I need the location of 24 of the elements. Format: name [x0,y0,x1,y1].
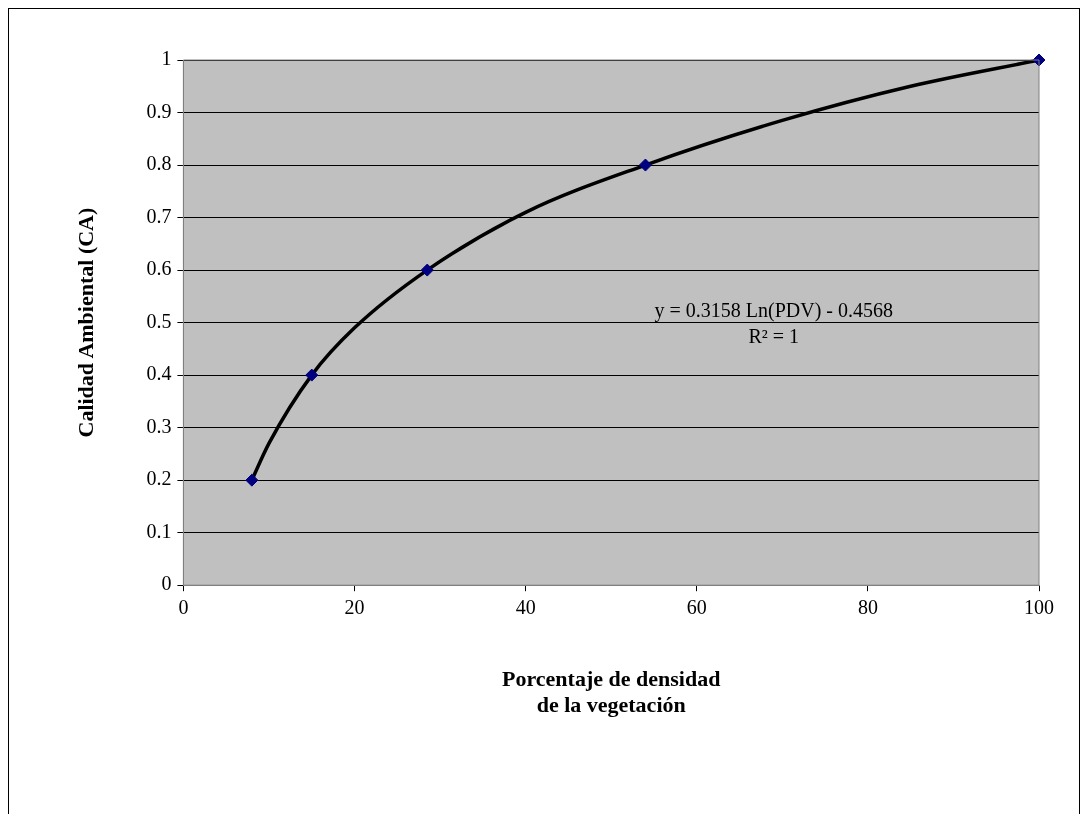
y-tick-label: 0.7 [146,204,172,227]
point [638,158,652,172]
x-tick-label: 100 [1024,596,1054,619]
y-tick-label: 0.5 [146,309,172,332]
point [420,263,434,277]
y-tick-label: 0.2 [146,467,172,490]
x-tick-label: 40 [515,596,536,619]
annotation: y = 0.3158 Ln(PDV) - 0.4568 R² = 1 [654,299,894,348]
point [245,473,259,487]
x-tick-label: 0 [178,596,189,619]
y-tick-label: 0.3 [146,414,172,437]
x-tick-label: 20 [344,596,365,619]
y-axis-title: Calidad Ambiental (CA) [72,207,98,438]
y-tick-label: 1 [161,47,172,70]
y-tick-label: 0 [161,572,172,595]
x-axis-title: Porcentaje de densidad de la vegetación [502,666,721,718]
y-tick-label: 0.8 [146,152,172,175]
y-tick-label: 0.9 [146,99,172,122]
x-tick-label: 80 [857,596,878,619]
point [305,368,319,382]
x-tick-label: 60 [686,596,707,619]
y-tick-label: 0.1 [146,519,172,542]
y-tick-label: 0.6 [146,257,172,280]
y-tick-label: 0.4 [146,362,172,385]
